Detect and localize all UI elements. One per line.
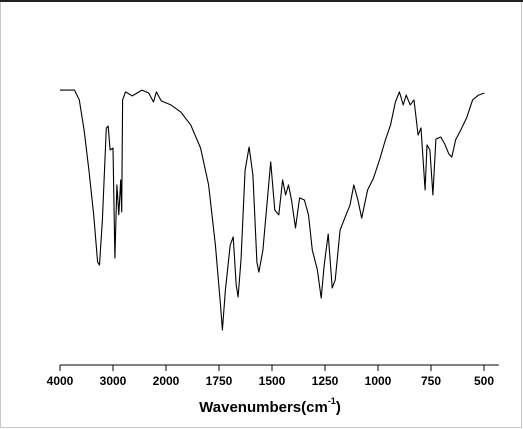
x-label-text: Wavenumbers(cm — [199, 399, 328, 416]
x-tick-label: 1250 — [312, 374, 339, 388]
x-label-sup: -1 — [328, 396, 336, 406]
x-tick-label: 1500 — [259, 374, 286, 388]
x-label-close: ) — [336, 399, 341, 416]
x-tick-label: 3000 — [100, 374, 127, 388]
x-axis-label: Wavenumbers(cm-1) — [199, 396, 341, 416]
x-tick-label: 1000 — [365, 374, 392, 388]
x-tick-label: 4000 — [47, 374, 74, 388]
x-tick-label: 1750 — [206, 374, 233, 388]
x-tick-label: 750 — [421, 374, 441, 388]
spectrum-line — [60, 89, 485, 331]
x-tick-label: 500 — [474, 374, 494, 388]
x-tick-label: 2000 — [153, 374, 180, 388]
